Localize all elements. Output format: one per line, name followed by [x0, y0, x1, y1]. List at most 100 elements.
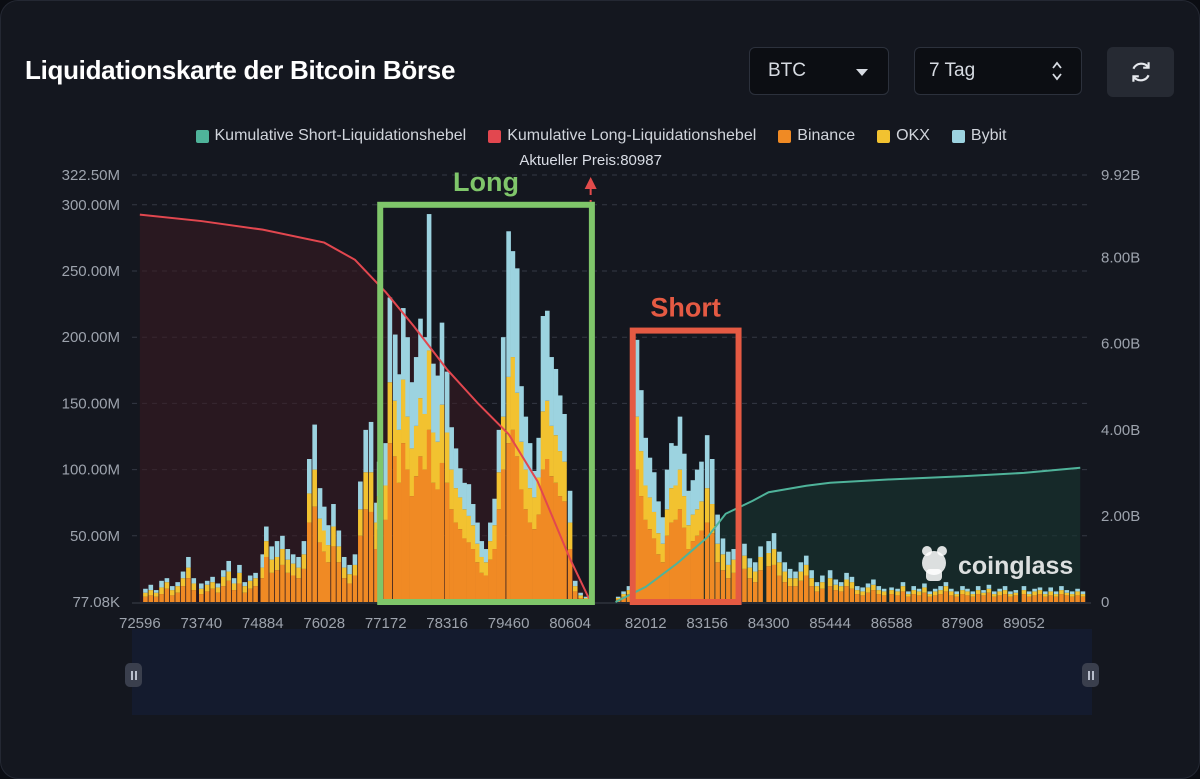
- bar-binance: [932, 595, 938, 602]
- x-tick-label: 83156: [686, 615, 728, 632]
- current-price-label: Aktueller Preis:80987: [519, 152, 662, 169]
- bar-binance: [634, 469, 640, 602]
- bar-binance: [673, 519, 679, 602]
- bar-bybit: [253, 572, 258, 579]
- bar-bybit: [306, 459, 312, 494]
- bar-bybit: [500, 337, 506, 417]
- bar-bybit: [981, 590, 986, 593]
- bar-okx: [906, 594, 911, 597]
- bar-okx: [615, 598, 621, 600]
- bar-bybit: [363, 429, 369, 473]
- bar-bybit: [927, 591, 933, 595]
- bar-bybit: [572, 580, 578, 587]
- bar-bybit: [803, 555, 809, 565]
- bar-okx: [709, 504, 715, 534]
- refresh-button[interactable]: [1107, 47, 1174, 97]
- x-tick-label: 82012: [625, 615, 667, 632]
- bar-bybit: [1021, 586, 1027, 591]
- bar-okx: [1048, 591, 1054, 596]
- range-handle-right[interactable]: [1082, 663, 1099, 687]
- bar-bybit: [331, 504, 336, 527]
- bar-bybit: [621, 591, 626, 595]
- bar-bybit: [664, 469, 670, 510]
- bar-binance: [970, 596, 976, 602]
- period-select[interactable]: 7 Tag: [914, 47, 1082, 95]
- bar-bybit: [699, 461, 704, 502]
- bar-okx: [704, 488, 710, 523]
- bar-binance: [519, 489, 524, 602]
- bar-okx: [626, 590, 632, 595]
- bar-okx: [264, 541, 269, 557]
- bar-bybit: [916, 588, 922, 592]
- bar-bybit: [186, 556, 191, 568]
- bar-binance: [814, 591, 820, 602]
- bar-okx: [317, 518, 323, 543]
- range-slider[interactable]: [132, 629, 1092, 715]
- bar-bybit: [677, 416, 683, 470]
- bar-okx: [954, 594, 959, 597]
- bar-okx: [1002, 590, 1008, 595]
- legend-item[interactable]: Kumulative Short-Liquidationshebel: [195, 127, 466, 145]
- bar-bybit: [720, 538, 726, 555]
- bar-binance: [191, 590, 197, 602]
- bar-bybit: [686, 490, 691, 526]
- legend-item[interactable]: Binance: [778, 127, 855, 145]
- bar-okx: [405, 416, 410, 470]
- bar-binance: [164, 588, 170, 602]
- bar-bybit: [290, 554, 296, 564]
- bar-okx: [681, 496, 687, 528]
- bar-okx: [462, 509, 467, 539]
- bar-bybit: [889, 587, 894, 591]
- bar-binance: [699, 530, 704, 602]
- bar-bybit: [358, 481, 363, 510]
- bar-okx: [960, 590, 965, 595]
- bar-binance: [803, 575, 809, 602]
- legend-item[interactable]: OKX: [877, 127, 930, 145]
- bar-okx: [532, 497, 537, 530]
- y-left-tick-label: 250.00M: [62, 263, 120, 280]
- bar-binance: [215, 592, 221, 602]
- bar-binance: [387, 443, 393, 602]
- bar-binance: [514, 456, 520, 602]
- bar-okx: [331, 526, 336, 547]
- bar-okx: [466, 515, 472, 543]
- bar-bybit: [747, 558, 753, 568]
- bar-bybit: [475, 522, 480, 544]
- bar-binance: [280, 564, 285, 602]
- bar-okx: [479, 556, 485, 573]
- bar-binance: [677, 509, 683, 602]
- bar-okx: [296, 567, 301, 579]
- bar-binance: [475, 562, 480, 602]
- bar-okx: [496, 472, 502, 510]
- bar-okx: [1021, 590, 1027, 595]
- bar-bybit: [325, 525, 331, 546]
- legend-label: Binance: [797, 127, 856, 144]
- bar-binance: [431, 482, 436, 602]
- coin-select[interactable]: BTC: [749, 47, 889, 95]
- bar-okx: [457, 497, 463, 530]
- bar-binance: [1080, 596, 1086, 602]
- bar-okx: [431, 432, 436, 483]
- bar-binance: [264, 556, 269, 602]
- bar-binance: [462, 538, 467, 602]
- bar-okx: [204, 584, 210, 592]
- bar-okx: [557, 451, 563, 497]
- watermark-text: coinglass: [958, 552, 1073, 580]
- bar-binance: [758, 570, 763, 602]
- bar-okx: [180, 578, 186, 587]
- bar-binance: [479, 572, 485, 602]
- bar-okx: [715, 543, 720, 563]
- bar-okx: [949, 591, 954, 596]
- bar-binance: [726, 578, 731, 602]
- bar-binance: [527, 522, 533, 602]
- bar-binance: [949, 595, 954, 602]
- bar-okx: [470, 525, 476, 550]
- legend-item[interactable]: Kumulative Long-Liquidationshebel: [488, 127, 756, 145]
- bar-okx: [475, 543, 480, 563]
- bar-okx: [544, 400, 550, 460]
- bar-okx: [782, 571, 788, 583]
- bar-bybit: [742, 543, 747, 556]
- legend-item[interactable]: Bybit: [951, 127, 1006, 145]
- range-handle-left[interactable]: [125, 663, 142, 687]
